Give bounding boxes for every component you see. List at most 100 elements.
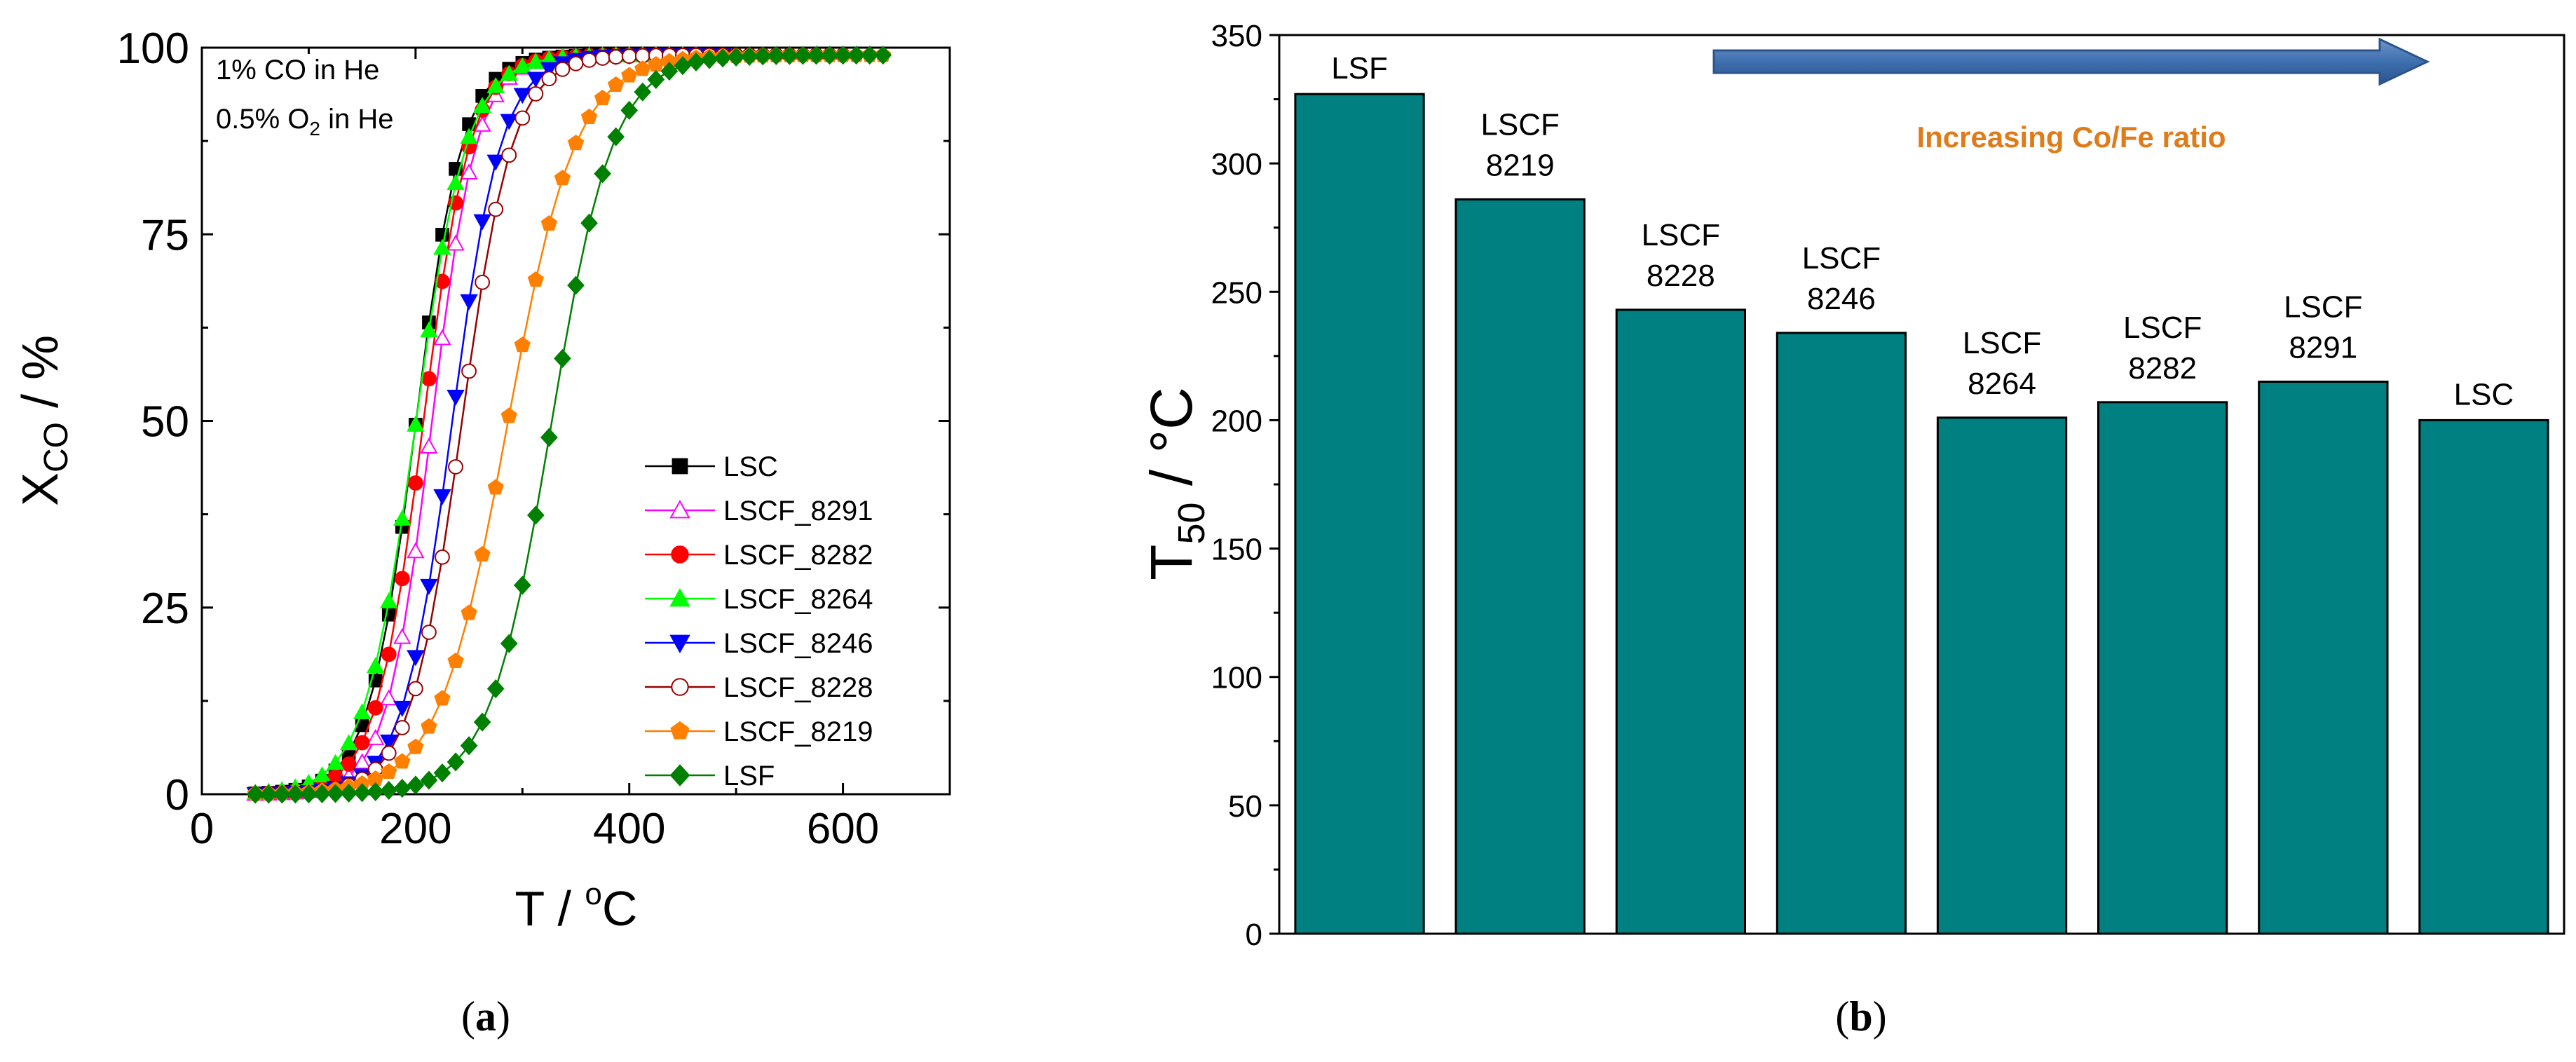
data-point (460, 128, 478, 144)
series-line (255, 54, 723, 795)
data-point (461, 363, 477, 379)
bar-label-name: LSCF (1480, 107, 1559, 142)
legend-entry-lscf_8246: LSCF_8246 (645, 628, 873, 659)
panel-a-series (246, 46, 892, 804)
data-point (433, 489, 451, 505)
y-tick-label: 100 (1211, 661, 1262, 695)
bar-label-name: LSCF (2123, 311, 2202, 345)
data-point (781, 46, 798, 65)
data-point (433, 329, 451, 346)
data-point (634, 60, 651, 76)
data-point (500, 634, 518, 653)
legend-entry-lscf_8219: LSCF_8219 (645, 716, 873, 747)
data-point (541, 71, 557, 87)
legend-entry-lscf_8228: LSCF_8228 (645, 672, 873, 703)
y-tick-label: 50 (141, 398, 189, 447)
data-point (513, 576, 531, 595)
data-point (526, 505, 545, 525)
data-point (273, 784, 291, 804)
data-point (421, 718, 437, 734)
series-lscf_8291 (246, 46, 705, 801)
legend-label: LSF (723, 761, 775, 791)
data-point (500, 407, 517, 423)
data-point (501, 147, 517, 163)
co-fe-ratio-arrow (1712, 37, 2430, 86)
bar-lsf (1294, 93, 1425, 935)
data-point (807, 46, 825, 65)
data-point (847, 46, 865, 65)
data-point (433, 763, 451, 783)
x-tick-label: 0 (190, 805, 214, 853)
data-point (634, 82, 652, 102)
legend-entry-lscf_8291: LSCF_8291 (645, 496, 873, 526)
bar-label-name: LSCF (2284, 290, 2362, 324)
legend-marker (669, 587, 690, 607)
series-lsc (248, 48, 690, 801)
y-tick-label: 350 (1211, 19, 1262, 53)
panel-b-ticks (1269, 34, 1279, 935)
data-point (287, 784, 304, 804)
data-point (861, 46, 879, 65)
data-point (513, 57, 531, 74)
data-point (381, 763, 397, 779)
legend-label: LSCF_8291 (723, 496, 873, 526)
data-point (407, 650, 425, 667)
data-point (608, 49, 624, 65)
data-point (434, 690, 451, 706)
data-point (487, 479, 504, 495)
bar-lscf-8228 (1615, 308, 1746, 935)
data-point (581, 52, 597, 68)
bar-label-code: 8246 (1807, 282, 1876, 316)
data-point (366, 728, 385, 745)
data-point (834, 46, 852, 65)
data-point (460, 736, 478, 756)
data-point (381, 745, 397, 761)
legend-entry-lsc: LSC (645, 451, 778, 482)
data-point (407, 681, 423, 697)
data-point (300, 784, 318, 804)
data-point (474, 545, 491, 561)
data-point (486, 76, 505, 93)
data-point (353, 753, 372, 770)
data-point (528, 86, 544, 102)
data-point (486, 679, 505, 699)
panel-a-annotation-o2: 0.5% O2 in He (216, 104, 393, 139)
legend-label: LSCF_8282 (723, 540, 873, 571)
bar-lsc (2418, 418, 2549, 935)
data-point (754, 46, 772, 66)
x-tick-label: 400 (593, 805, 665, 853)
data-point (420, 321, 438, 338)
data-point (407, 415, 425, 432)
data-point (433, 238, 451, 255)
data-point (714, 48, 732, 68)
data-point (380, 689, 398, 706)
data-point (393, 510, 411, 526)
legend-marker (669, 499, 690, 519)
bar-label-code: 8291 (2289, 330, 2357, 365)
data-point (447, 389, 465, 406)
data-point (473, 97, 491, 114)
data-point (567, 135, 585, 151)
panel-b-y-axis-title: T50 / °C (1138, 387, 1213, 580)
data-point (407, 475, 423, 491)
data-point (554, 61, 571, 77)
bar-label-name: LSC (2454, 377, 2514, 411)
data-point (475, 274, 491, 290)
panel-a-y-axis-title: XCO / % (13, 335, 75, 506)
x-tick-label: 200 (379, 805, 451, 853)
data-point (660, 61, 679, 81)
panel-a-legend: LSC LSCF_8291 LSCF_8282 LSCF_8264 LSCF_8246 L… (645, 451, 873, 791)
bar-lscf-8246 (1776, 332, 1907, 935)
data-point (339, 734, 358, 751)
data-point (594, 89, 611, 106)
bar-lscf-8282 (2097, 401, 2228, 935)
data-point (421, 625, 437, 640)
bar-lscf-8291 (2258, 381, 2389, 935)
data-point (554, 348, 571, 369)
legend-entry-lscf_8282: LSCF_8282 (645, 540, 873, 571)
panel-b-label: (b) (1835, 993, 1886, 1040)
data-point (448, 459, 463, 475)
bar-label-code: 8282 (2128, 351, 2197, 386)
legend-label: LSC (723, 451, 778, 482)
